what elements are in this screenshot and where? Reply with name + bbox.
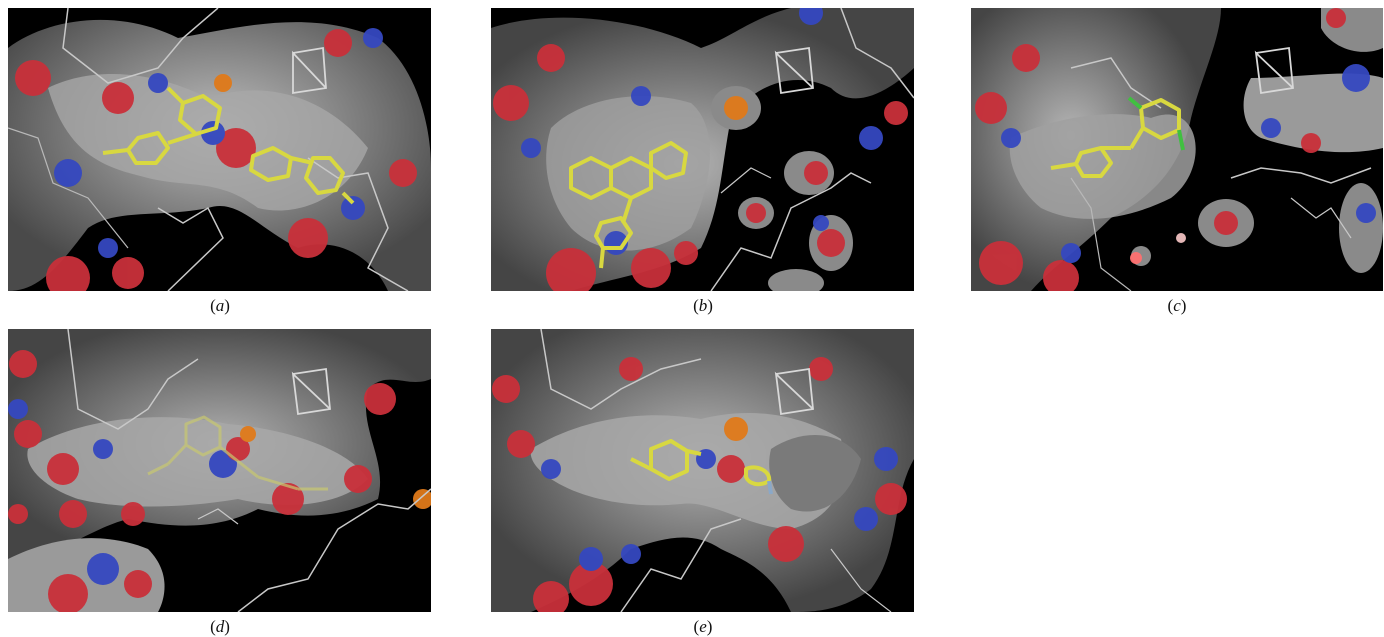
caption-d: (d)	[210, 617, 230, 636]
panel-c-image	[971, 8, 1383, 291]
panel-d-image	[8, 329, 431, 612]
panel-a-image	[8, 8, 431, 291]
caption-c: (c)	[1167, 296, 1187, 315]
caption-e: (e)	[693, 617, 713, 636]
panel-e-image	[491, 329, 914, 612]
panel-b-image	[491, 8, 914, 291]
caption-a: (a)	[210, 296, 230, 315]
caption-b: (b)	[693, 296, 713, 315]
